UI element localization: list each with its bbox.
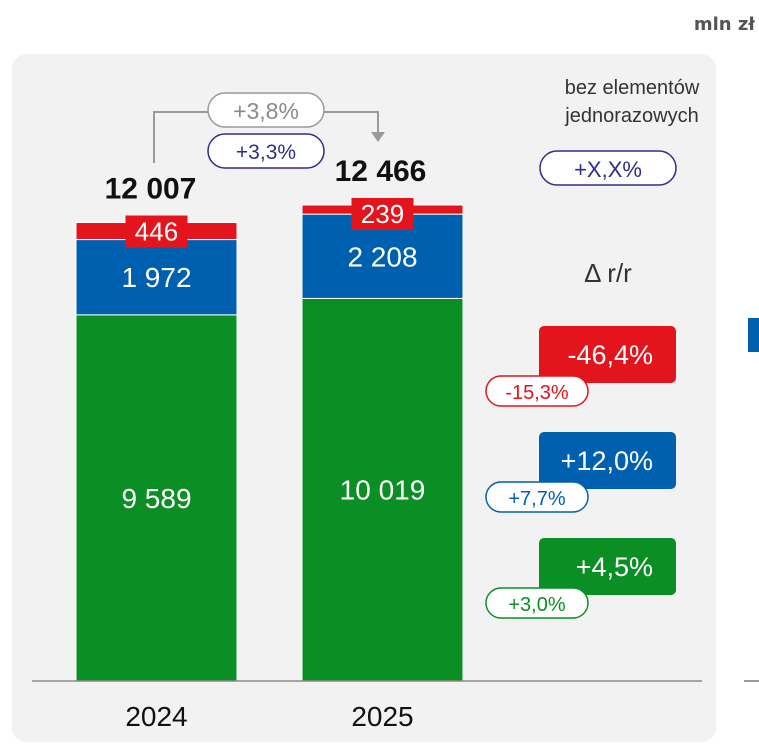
- label-blue-2025: 2 208: [347, 241, 417, 272]
- label-green-2024: 9 589: [121, 483, 191, 514]
- bar-green-2025: [301, 297, 464, 682]
- label-red-2024: 446: [135, 217, 178, 247]
- change-badge-green: [539, 538, 676, 595]
- side-line: [744, 680, 759, 682]
- x-tick-label-2025: 2025: [351, 701, 413, 732]
- change-excl-pill-green: [485, 587, 589, 619]
- change-excl-pill-blue: [485, 481, 589, 513]
- segment-changes: -46,4% -15,3% +12,0% +7,7% +4,5% +3,0%: [485, 326, 676, 619]
- total-label-2025: 12 466: [335, 155, 427, 188]
- change-value-red: -46,4%: [567, 340, 653, 370]
- connector-left: [153, 111, 208, 163]
- change-excl-value-blue: +7,7%: [508, 488, 565, 510]
- red-label-box-2024: [125, 215, 188, 248]
- connector-arrow-icon: [371, 132, 385, 142]
- label-green-2025: 10 019: [340, 475, 426, 506]
- note-line-1: bez elementów: [565, 77, 700, 99]
- connector-right: [324, 111, 379, 132]
- change-badge-blue: [539, 432, 676, 489]
- change-excl-pill-red: [485, 375, 589, 407]
- unit-label: mln zł: [693, 14, 755, 35]
- total-change-value: +3,8%: [233, 98, 299, 124]
- total-label-2024: 12 007: [105, 173, 197, 206]
- total-change-excl-value: +3,3%: [236, 141, 296, 164]
- change-excl-value-green: +3,0%: [508, 594, 565, 616]
- bar-green-2024: [75, 314, 238, 682]
- label-red-2025: 239: [361, 199, 404, 229]
- chart-panel: 9 589 1 972 446 12 007 2024 10 019 2 208 239 12 …: [12, 54, 716, 742]
- sample-pill-text: +X,X%: [574, 157, 642, 182]
- label-blue-2024: 1 972: [121, 262, 191, 293]
- red-label-box-2025: [351, 198, 414, 230]
- sample-pill: [539, 150, 677, 186]
- total-change-excl-pill: [207, 133, 325, 169]
- delta-label: Δ r/r: [584, 258, 632, 288]
- change-badge-red: [539, 326, 676, 383]
- change-excl-value-red: -15,3%: [505, 382, 569, 404]
- change-value-blue: +12,0%: [561, 446, 653, 476]
- total-change-connector: +3,8% +3,3%: [153, 92, 385, 169]
- side-accent: [748, 318, 759, 352]
- total-change-pill: [207, 92, 325, 128]
- stacked-bar-chart: 9 589 1 972 446 12 007 2024 10 019 2 208 239 12 …: [32, 77, 702, 732]
- change-value-green: +4,5%: [576, 552, 653, 582]
- note-line-2: jednorazowych: [564, 105, 698, 127]
- bars: [75, 204, 464, 682]
- x-tick-label-2024: 2024: [125, 701, 187, 732]
- bar-labels: 9 589 1 972 446 12 007 2024 10 019 2 208 239 12 …: [105, 155, 427, 732]
- bar-blue-2024: [75, 239, 238, 316]
